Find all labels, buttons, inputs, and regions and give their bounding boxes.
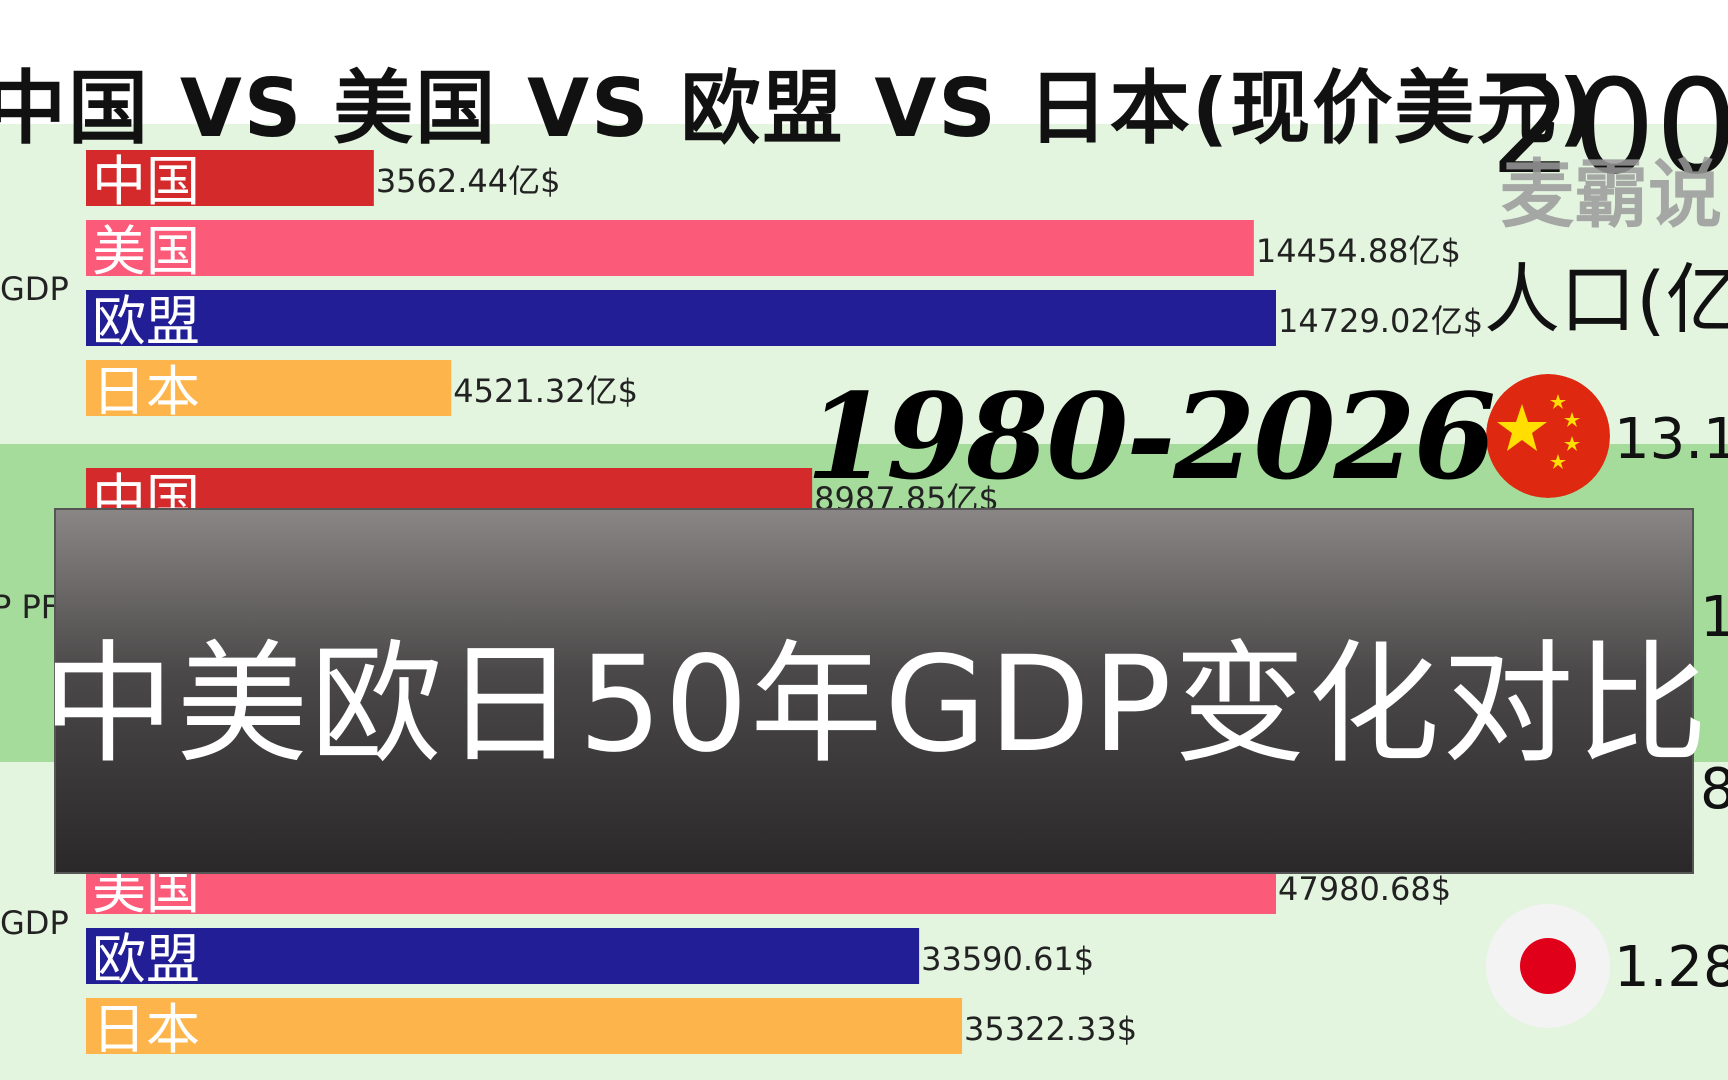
banner-text: 中美欧日50年GDP变化对比 <box>42 627 1710 782</box>
bar-category-label-usa-0: 美国 <box>92 220 200 283</box>
year-display: 200 <box>1490 51 1728 203</box>
watermark: 麦霸说 <box>1500 152 1722 238</box>
bar-japan-0 <box>86 360 452 416</box>
bar-japan-2 <box>86 998 963 1054</box>
bar-value-label-usa-2: 47980.68$ <box>1278 870 1451 908</box>
china-flag-icon <box>1486 374 1610 498</box>
population-value-china: 13.1 <box>1614 407 1728 472</box>
year-range: 1980-2026 <box>806 367 1496 506</box>
bar-category-label-eu-0: 欧盟 <box>92 290 200 353</box>
bar-value-label-china-0: 3562.44亿$ <box>376 162 561 200</box>
bar-category-label-japan-2: 日本 <box>92 998 200 1061</box>
page-title: 中国 VS 美国 VS 欧盟 VS 日本(现价美元) <box>0 62 1597 155</box>
bar-value-label-eu-0: 14729.02亿$ <box>1278 302 1483 340</box>
bar-usa-0 <box>86 220 1254 276</box>
top-white-band <box>0 0 1728 124</box>
population-value-row3: 8 <box>1700 757 1728 822</box>
population-label: 人口(亿 <box>1484 255 1728 344</box>
section-label-gdp: GDP <box>0 270 69 308</box>
population-value-japan: 1.28 <box>1614 935 1728 1000</box>
bar-value-label-japan-2: 35322.33$ <box>964 1010 1137 1048</box>
population-value-row2: 1 <box>1700 585 1728 650</box>
bar-value-label-japan-0: 4521.32亿$ <box>453 372 638 410</box>
japan-flag-icon <box>1486 904 1610 1028</box>
bar-category-label-eu-2: 欧盟 <box>92 928 200 991</box>
bar-eu-2 <box>86 928 920 984</box>
section-label-ppp: P PF <box>0 588 60 626</box>
bar-china-0 <box>86 150 374 206</box>
bar-eu-0 <box>86 290 1276 346</box>
bar-value-label-usa-0: 14454.88亿$ <box>1256 232 1461 270</box>
section-label-per-capita: GDP <box>0 904 69 942</box>
title-banner: 中美欧日50年GDP变化对比 <box>42 508 1710 874</box>
bar-category-label-china-0: 中国 <box>92 150 200 213</box>
bar-value-label-eu-2: 33590.61$ <box>921 940 1094 978</box>
bar-category-label-japan-0: 日本 <box>92 360 200 423</box>
